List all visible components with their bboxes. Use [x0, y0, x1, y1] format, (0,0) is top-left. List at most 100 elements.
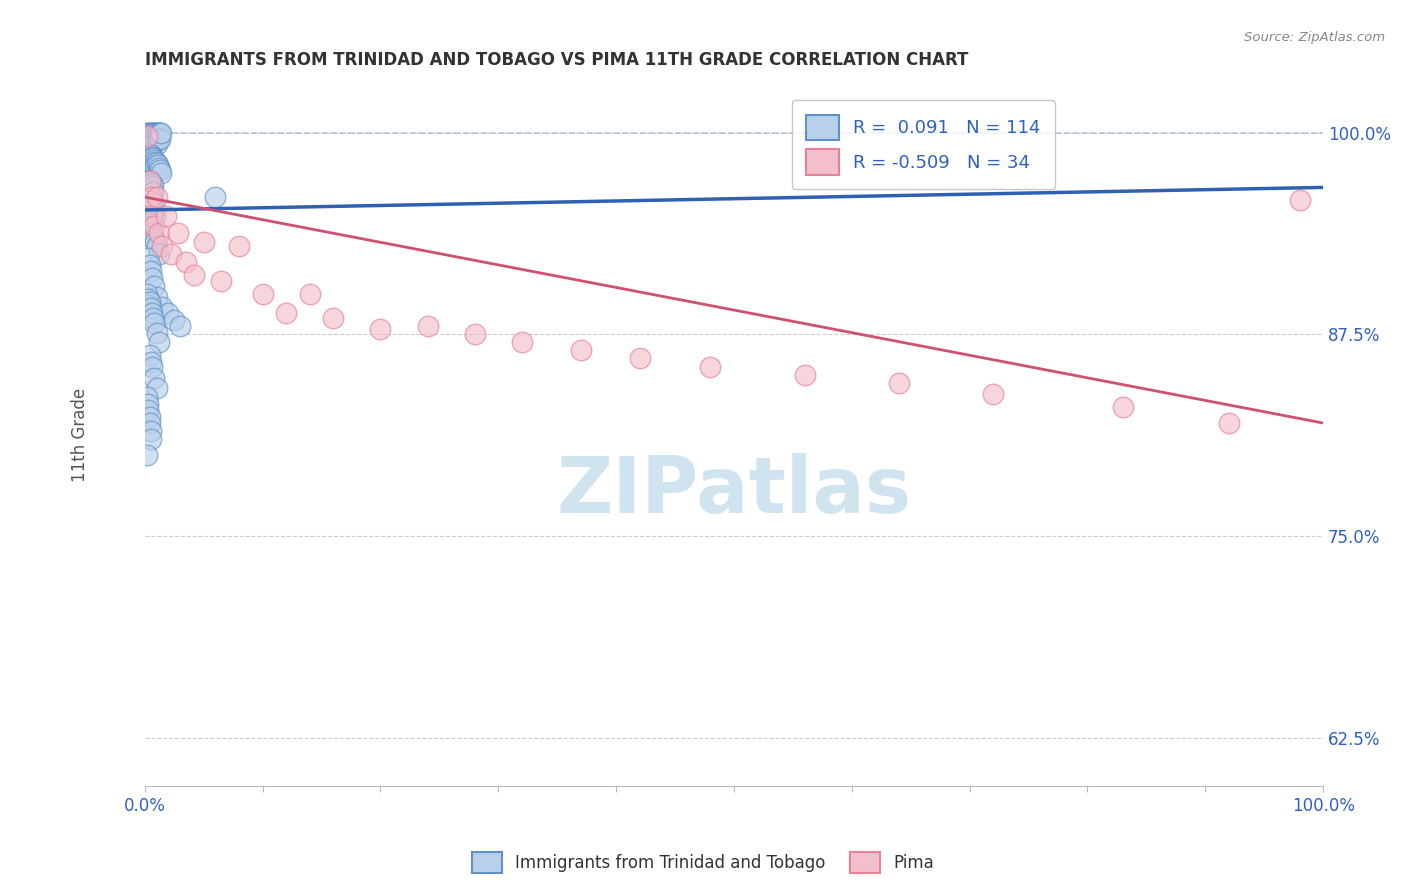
Point — [150, 126, 173, 140]
Point — [204, 190, 226, 204]
Point — [136, 150, 159, 164]
Point — [138, 152, 160, 166]
Point — [142, 178, 165, 193]
Point — [136, 219, 159, 234]
Point — [141, 270, 163, 285]
Point — [138, 258, 160, 272]
Point — [163, 312, 186, 326]
Point — [136, 390, 159, 404]
Point — [152, 300, 174, 314]
Point — [138, 180, 160, 194]
Point — [628, 351, 651, 366]
Point — [981, 387, 1004, 401]
Point — [1218, 416, 1240, 430]
Text: IMMIGRANTS FROM TRINIDAD AND TOBAGO VS PIMA 11TH GRADE CORRELATION CHART: IMMIGRANTS FROM TRINIDAD AND TOBAGO VS P… — [145, 51, 969, 69]
Point — [139, 148, 162, 162]
Point — [141, 135, 163, 149]
Point — [138, 174, 160, 188]
Point — [136, 128, 159, 143]
Point — [143, 371, 166, 385]
Point — [169, 319, 191, 334]
Point — [139, 219, 162, 234]
Point — [148, 246, 170, 260]
Point — [142, 152, 165, 166]
Point — [155, 210, 177, 224]
Point — [138, 409, 160, 424]
Point — [139, 432, 162, 446]
Point — [145, 126, 167, 140]
Point — [145, 130, 167, 145]
Point — [139, 424, 162, 438]
Point — [145, 126, 167, 140]
Point — [148, 132, 170, 146]
Point — [136, 174, 159, 188]
Point — [143, 135, 166, 149]
Point — [139, 126, 162, 140]
Point — [142, 135, 165, 149]
Point — [138, 198, 160, 212]
Point — [149, 126, 172, 140]
Point — [152, 238, 174, 252]
Point — [145, 290, 167, 304]
Point — [142, 206, 165, 220]
Point — [145, 160, 167, 174]
Point — [141, 130, 163, 145]
Point — [136, 126, 159, 140]
Point — [143, 126, 166, 140]
Point — [145, 136, 167, 151]
Point — [145, 326, 167, 340]
Point — [145, 238, 167, 252]
Point — [139, 301, 162, 316]
Point — [136, 146, 159, 161]
Point — [142, 311, 165, 326]
Point — [322, 311, 344, 326]
Point — [143, 232, 166, 246]
Point — [136, 196, 159, 211]
Point — [510, 335, 533, 350]
Point — [887, 376, 910, 390]
Point — [139, 194, 162, 209]
Point — [569, 343, 592, 358]
Point — [174, 254, 197, 268]
Point — [146, 158, 169, 172]
Point — [148, 335, 170, 350]
Point — [136, 128, 159, 143]
Point — [416, 319, 439, 334]
Point — [276, 306, 298, 320]
Legend: R =  0.091   N = 114, R = -0.509   N = 34: R = 0.091 N = 114, R = -0.509 N = 34 — [792, 100, 1054, 189]
Point — [183, 268, 205, 282]
Point — [141, 126, 163, 140]
Point — [145, 210, 167, 224]
Point — [141, 226, 163, 240]
Point — [143, 153, 166, 167]
Point — [141, 359, 163, 374]
Point — [142, 126, 165, 140]
Point — [143, 130, 166, 145]
Point — [141, 154, 163, 169]
Point — [228, 238, 250, 252]
Point — [136, 126, 159, 140]
Point — [148, 226, 170, 240]
Point — [136, 292, 159, 306]
Point — [138, 174, 160, 188]
Point — [139, 153, 162, 167]
Point — [143, 158, 166, 172]
Point — [138, 222, 160, 236]
Point — [139, 182, 162, 196]
Point — [136, 252, 159, 266]
Point — [146, 126, 169, 140]
Point — [136, 194, 159, 208]
Point — [166, 226, 188, 240]
Text: Source: ZipAtlas.com: Source: ZipAtlas.com — [1244, 31, 1385, 45]
Point — [136, 287, 159, 301]
Point — [150, 166, 173, 180]
Point — [252, 287, 274, 301]
Point — [136, 153, 159, 167]
Point — [139, 190, 162, 204]
Text: ZIPatlas: ZIPatlas — [557, 453, 911, 529]
Point — [139, 354, 162, 368]
Point — [139, 136, 162, 151]
Point — [145, 190, 167, 204]
Point — [141, 184, 163, 198]
Point — [139, 264, 162, 278]
